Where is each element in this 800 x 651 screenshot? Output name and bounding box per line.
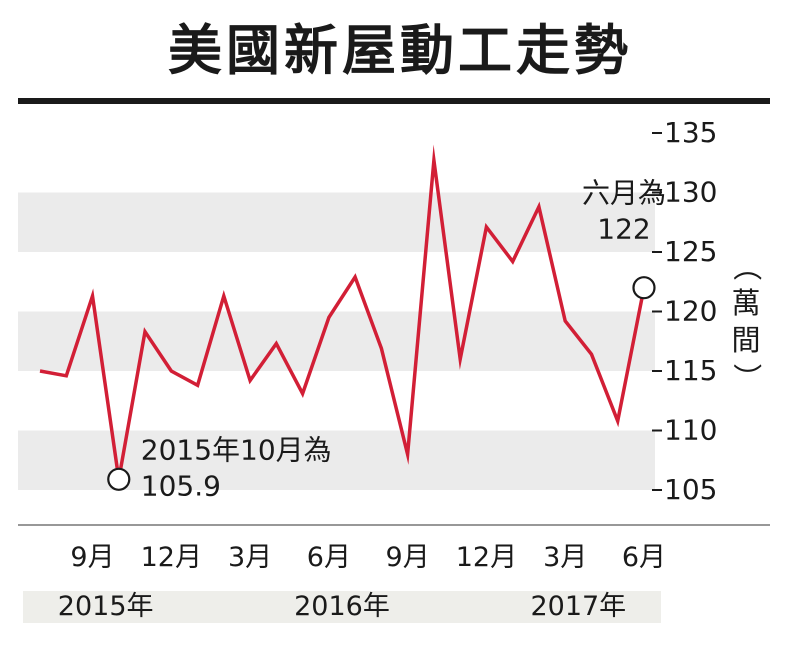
unit-close-paren: ） — [729, 362, 764, 392]
y-tick-label: 130 — [664, 176, 717, 209]
year-band — [495, 591, 662, 623]
annotation-markers — [107, 276, 656, 491]
annotation-text: 105.9 — [141, 469, 221, 502]
y-tick-label: 105 — [664, 473, 717, 506]
background-band — [18, 192, 655, 252]
x-tick-label: 6月 — [307, 542, 351, 573]
title-divider — [18, 98, 770, 104]
x-tick-label: 6月 — [622, 542, 666, 573]
x-tick-label: 3月 — [543, 542, 587, 573]
unit-char-1: 萬 — [731, 286, 761, 320]
x-tick-label: 9月 — [386, 542, 430, 573]
series-layer — [39, 144, 646, 491]
y-tick-label: 135 — [664, 116, 717, 149]
chart-title: 美國新屋動工走勢 — [168, 18, 632, 82]
annotation-text: 六月為 — [582, 177, 666, 210]
y-tick-label: 120 — [664, 295, 717, 328]
series-line — [39, 144, 646, 491]
x-tick-label: 12月 — [456, 542, 517, 573]
unit-open-paren: （ — [729, 251, 764, 281]
x-tick-label: 9月 — [70, 542, 114, 573]
year-label: 2015年 — [57, 591, 154, 622]
y-tick-label: 110 — [664, 414, 717, 447]
annotation-marker — [632, 276, 656, 300]
x-tick-label: 3月 — [228, 542, 272, 573]
background-band — [18, 311, 655, 371]
y-axis: 105 110 115 120 125 130 135 — [652, 116, 717, 506]
x-tick-label: 12月 — [141, 542, 202, 573]
year-band — [22, 591, 189, 623]
annotation-text: 122 — [597, 213, 650, 246]
annotation-marker — [107, 467, 131, 491]
unit-char-2: 間 — [731, 323, 761, 357]
x-axis: 9月 12月 3月 6月 9月 12月 3月 6月 — [70, 542, 666, 573]
y-axis-unit-label: （ 萬 間 ） — [729, 248, 764, 396]
y-tick-label: 125 — [664, 235, 717, 268]
year-label: 2017年 — [530, 591, 627, 622]
y-tick-label: 115 — [664, 354, 717, 387]
year-label: 2016年 — [294, 591, 390, 622]
year-band — [180, 591, 504, 623]
annotation-text: 2015年10月為 — [141, 433, 332, 466]
